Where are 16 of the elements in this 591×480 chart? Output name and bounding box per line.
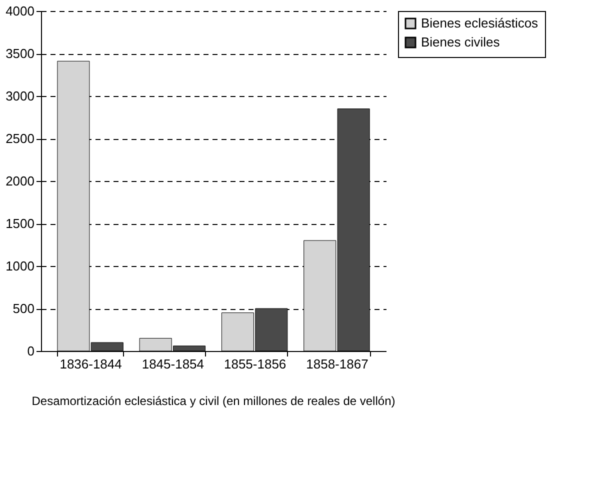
legend-label: Bienes civiles (421, 34, 500, 50)
text: Desamortización eclesiástica y civil (en millones de reales de vellón) (32, 394, 396, 408)
x-tick-label: 1855-1856 (224, 356, 286, 372)
x-tick-label: 1836-1844 (60, 356, 122, 372)
y-tick-label: 3500 (6, 46, 34, 61)
legend-label: Bienes eclesiásticos (421, 16, 539, 30)
y-tick-label: 500 (12, 301, 34, 316)
y-tick-label: 2500 (6, 131, 34, 146)
y-tick-label: 0 (27, 344, 34, 358)
x-tick-label: 1858-1867 (306, 356, 368, 372)
y-tick-label: 3000 (6, 88, 34, 104)
y-tick-label: 1500 (6, 216, 34, 231)
y-tick-label: 2000 (6, 174, 34, 188)
y-tick-label: 1000 (6, 258, 34, 274)
x-tick-label: 1845-1854 (142, 356, 204, 372)
y-tick-label: 4000 (6, 4, 34, 18)
